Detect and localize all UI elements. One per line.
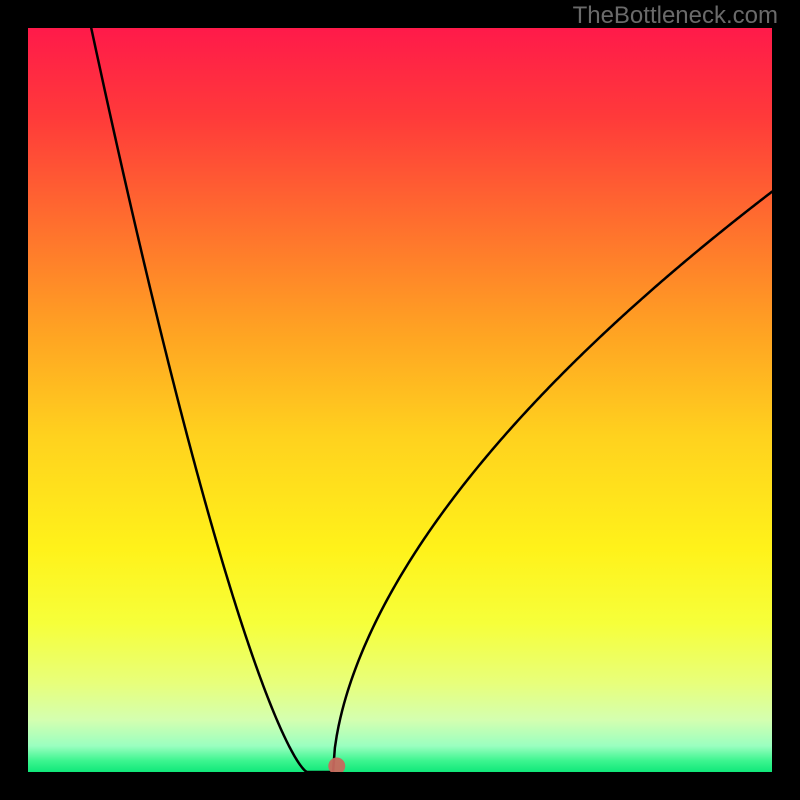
chart-root: TheBottleneck.com bbox=[0, 0, 800, 800]
plot-area bbox=[28, 28, 772, 772]
heat-gradient-background bbox=[28, 28, 772, 772]
watermark-text: TheBottleneck.com bbox=[573, 2, 778, 30]
